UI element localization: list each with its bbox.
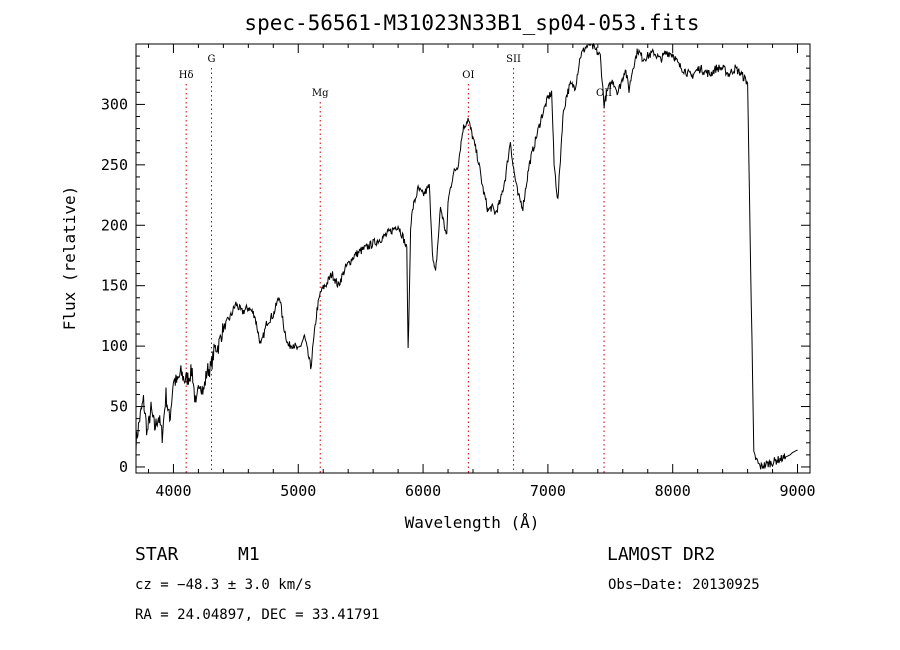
x-axis-label: Wavelength (Å): [405, 513, 540, 532]
y-tick-label: 300: [101, 95, 128, 113]
object-subclass: M1: [238, 544, 260, 565]
y-tick-label: 250: [101, 156, 128, 174]
y-tick-label: 100: [101, 337, 128, 355]
x-tick-label: 4000: [155, 482, 191, 500]
x-tick-label: 5000: [280, 482, 316, 500]
redshift-cz: cz = −48.3 ± 3.0 km/s: [135, 577, 312, 593]
axis-ticks: 4000 5000 6000 7000 8000 9000 0 50 100 150 200 250 3…: [101, 44, 816, 500]
y-tick-label: 200: [101, 216, 128, 234]
survey-name: LAMOST DR2: [607, 544, 715, 565]
x-tick-label: 6000: [405, 482, 441, 500]
line-marker-label: Mg: [312, 88, 329, 99]
object-type: STAR: [135, 544, 179, 565]
chart-title: spec-56561-M31023N33B1_sp04-053.fits: [244, 11, 699, 35]
y-tick-label: 0: [119, 458, 128, 476]
line-marker-label: G: [208, 54, 216, 65]
line-marker-label: Hδ: [179, 70, 194, 81]
line-markers: Hδ G Mg OI SII OII: [179, 54, 612, 473]
x-tick-label: 9000: [779, 482, 815, 500]
x-tick-label: 8000: [655, 482, 691, 500]
plot-frame: [135, 43, 811, 474]
coordinates-radec: RA = 24.04897, DEC = 33.41791: [135, 607, 379, 623]
y-tick-label: 50: [110, 398, 128, 416]
x-tick-label: 7000: [530, 482, 566, 500]
y-tick-label: 150: [101, 277, 128, 295]
observation-date: Obs−Date: 20130925: [608, 577, 760, 593]
y-axis-label: Flux (relative): [60, 186, 79, 331]
line-marker-label: OII: [596, 88, 612, 99]
line-marker-label: OI: [462, 70, 474, 81]
spectrum-line: [135, 42, 798, 470]
line-marker-label: SII: [506, 54, 521, 65]
